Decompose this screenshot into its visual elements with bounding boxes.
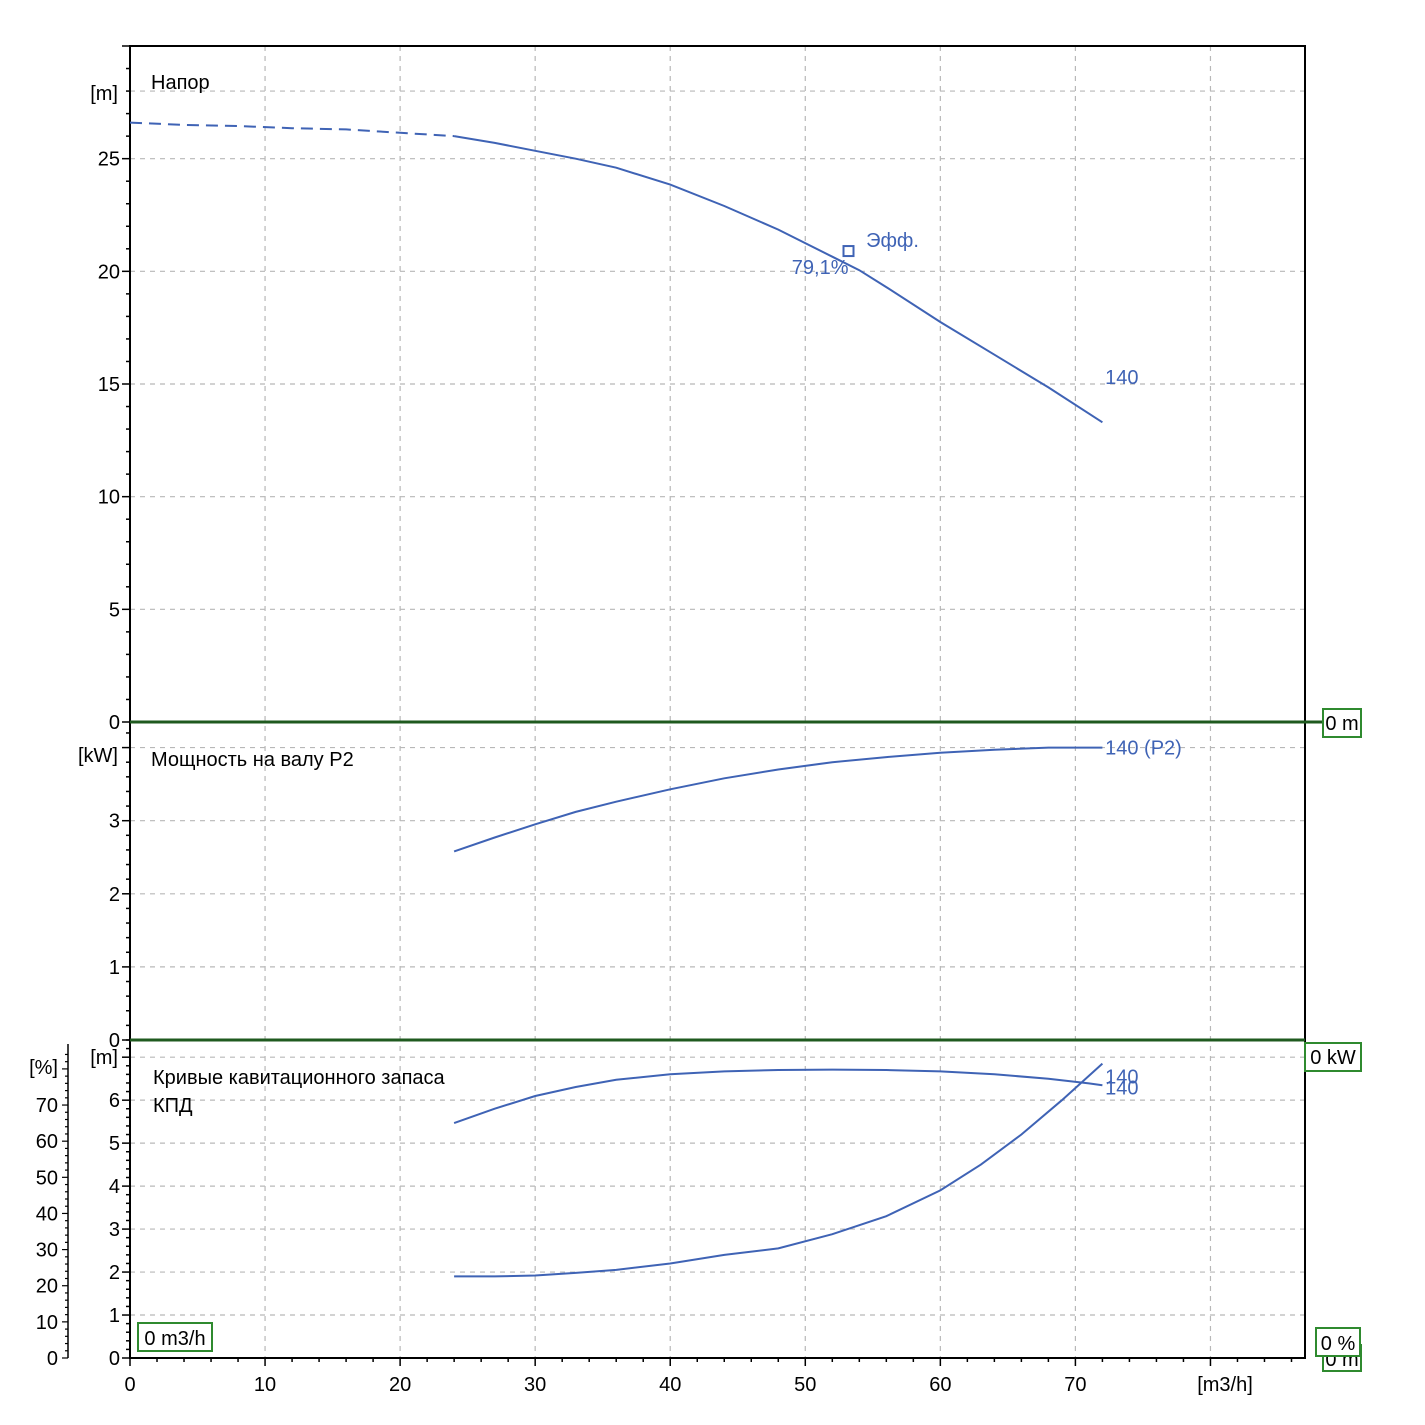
svg-text:0 m3/h: 0 m3/h	[144, 1328, 205, 1350]
y-tick-label: 0	[109, 1348, 120, 1370]
svg-text:0 m: 0 m	[1325, 713, 1358, 735]
x-tick-label: 30	[524, 1374, 546, 1396]
panel-title-npsh: Кривые кавитационного запаса	[153, 1067, 446, 1089]
panel-title-head: Напор	[151, 72, 210, 94]
y-tick-label: 1	[109, 957, 120, 979]
x-tick-label: 0	[124, 1374, 135, 1396]
y-tick-label: 4	[109, 1176, 120, 1198]
plot-frame	[129, 45, 1322, 1359]
percent-tick-label: 10	[36, 1312, 58, 1334]
x-tick-label: 20	[389, 1374, 411, 1396]
x-tick-label: 40	[659, 1374, 681, 1396]
grid-lines	[130, 46, 1305, 1358]
y-tick-label: 5	[109, 1133, 120, 1155]
y-tick-label: 2	[109, 884, 120, 906]
x-tick-label: 60	[929, 1374, 951, 1396]
y-tick-label: 10	[98, 487, 120, 509]
plot-border	[129, 45, 1306, 1359]
panel-subtitle-efficiency: КПД	[153, 1095, 193, 1117]
percent-tick-label: 20	[36, 1276, 58, 1298]
curves	[129, 121, 1104, 1278]
panel-title-power: Мощность на валу P2	[151, 749, 354, 771]
y-tick-label: 0	[109, 712, 120, 734]
y-tick-label: 25	[98, 149, 120, 171]
head-curve-solid	[453, 135, 1103, 424]
y-tick-label: 6	[109, 1090, 120, 1112]
value-box-power: 0 kW	[1304, 1042, 1362, 1072]
percent-tick-label: 30	[36, 1240, 58, 1262]
power-curve	[453, 746, 1103, 853]
svg-text:0 kW: 0 kW	[1310, 1047, 1356, 1069]
efficiency-curve	[453, 1068, 1103, 1125]
head-curve-dashed	[129, 121, 455, 138]
y-tick-label: 20	[98, 261, 120, 283]
svg-text:0 %: 0 %	[1321, 1333, 1356, 1355]
curve-label-head: 140	[1105, 367, 1138, 389]
efficiency-label: Эфф.	[866, 230, 919, 252]
y-tick-label: 2	[109, 1262, 120, 1284]
duty-point-marker	[842, 245, 855, 258]
x-tick-label: 10	[254, 1374, 276, 1396]
unit-label-npsh: [m]	[90, 1047, 118, 1069]
y-tick-label: 0	[109, 1030, 120, 1052]
value-box-head: 0 m	[1322, 708, 1362, 738]
y-tick-label: 3	[109, 1219, 120, 1241]
value-box-percent: 0 %	[1315, 1327, 1361, 1357]
npsh-curve	[454, 1062, 1104, 1278]
y-tick-label: 5	[109, 599, 120, 621]
percent-tick-label: 60	[36, 1131, 58, 1153]
percent-tick-label: 50	[36, 1167, 58, 1189]
percent-tick-label: 70	[36, 1095, 58, 1117]
percent-tick-label: 40	[36, 1203, 58, 1225]
y-tick-label: 15	[98, 374, 120, 396]
unit-label-head: [m]	[90, 83, 118, 105]
x-tick-label: 50	[794, 1374, 816, 1396]
unit-label-power: [kW]	[78, 745, 118, 767]
y-tick-label: 1	[109, 1305, 120, 1327]
efficiency-value-label: 79,1%	[792, 257, 849, 279]
x-tick-label: 70	[1064, 1374, 1086, 1396]
unit-label-percent: [%]	[29, 1057, 58, 1079]
percent-tick-label: 0	[47, 1348, 58, 1370]
curve-label-efficiency: 140	[1105, 1077, 1138, 1099]
x-axis-unit-label: [m3/h]	[1197, 1374, 1253, 1396]
y-tick-label: 3	[109, 811, 120, 833]
curve-label-power: 140 (P2)	[1105, 738, 1182, 760]
value-box-flow: 0 m3/h	[137, 1322, 213, 1352]
curve-label-npsh: 140	[1105, 1067, 1138, 1089]
